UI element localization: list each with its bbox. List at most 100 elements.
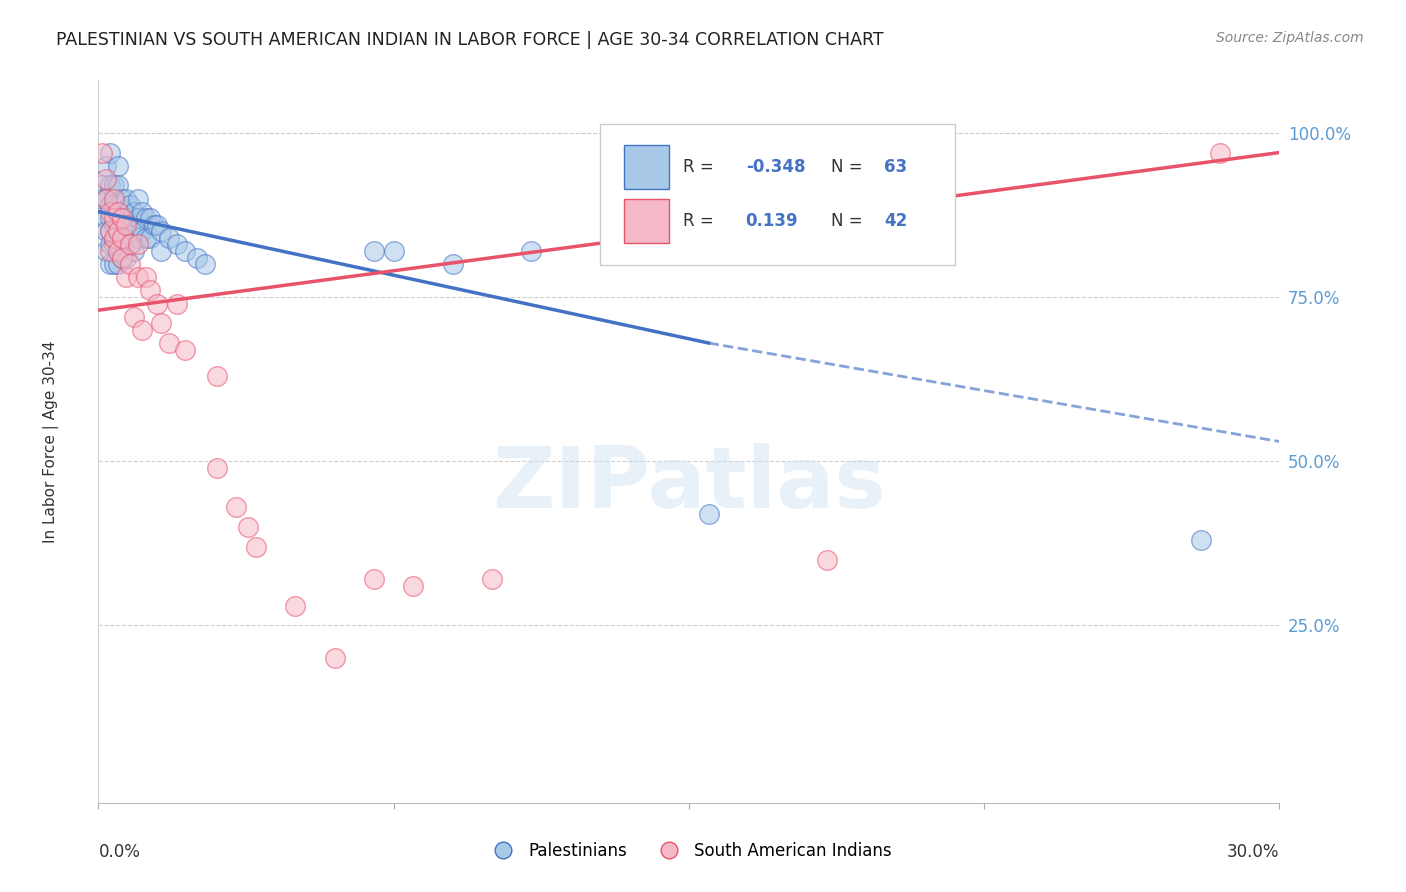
Point bbox=[115, 231, 138, 245]
Point bbox=[127, 237, 149, 252]
Point bbox=[107, 218, 129, 232]
Point bbox=[118, 198, 141, 212]
Text: 0.0%: 0.0% bbox=[98, 843, 141, 861]
Point bbox=[131, 323, 153, 337]
Point bbox=[135, 231, 157, 245]
Point bbox=[697, 507, 720, 521]
Point bbox=[1209, 145, 1232, 160]
Point bbox=[98, 224, 121, 238]
Text: 42: 42 bbox=[884, 212, 907, 230]
Point bbox=[91, 192, 114, 206]
Point bbox=[98, 237, 121, 252]
Point bbox=[166, 237, 188, 252]
Point bbox=[115, 211, 138, 226]
Point bbox=[127, 211, 149, 226]
Text: ZIPatlas: ZIPatlas bbox=[492, 443, 886, 526]
Point bbox=[98, 204, 121, 219]
Point bbox=[107, 204, 129, 219]
Text: Source: ZipAtlas.com: Source: ZipAtlas.com bbox=[1216, 31, 1364, 45]
Point bbox=[174, 244, 197, 258]
Text: 30.0%: 30.0% bbox=[1227, 843, 1279, 861]
Point bbox=[107, 237, 129, 252]
Point bbox=[186, 251, 208, 265]
Point bbox=[127, 192, 149, 206]
Point bbox=[96, 171, 118, 186]
Point bbox=[225, 500, 247, 515]
Point bbox=[150, 244, 173, 258]
Point bbox=[122, 244, 145, 258]
Point bbox=[382, 244, 405, 258]
Point bbox=[150, 316, 173, 330]
Point bbox=[91, 178, 114, 193]
Point bbox=[111, 231, 134, 245]
Point bbox=[138, 231, 160, 245]
Point bbox=[98, 198, 121, 212]
Point bbox=[122, 204, 145, 219]
Point bbox=[96, 192, 118, 206]
Point bbox=[245, 540, 267, 554]
Point bbox=[323, 651, 346, 665]
Point bbox=[107, 178, 129, 193]
Point bbox=[96, 224, 118, 238]
Text: N =: N = bbox=[831, 212, 868, 230]
Point bbox=[205, 368, 228, 383]
Point bbox=[111, 211, 134, 226]
Point bbox=[96, 192, 118, 206]
Point bbox=[115, 218, 138, 232]
Point bbox=[520, 244, 543, 258]
Point bbox=[111, 192, 134, 206]
Point bbox=[91, 145, 114, 160]
Point bbox=[111, 231, 134, 245]
Point bbox=[363, 244, 385, 258]
Point bbox=[107, 244, 129, 258]
Point bbox=[103, 211, 125, 226]
Point bbox=[138, 211, 160, 226]
Point bbox=[103, 192, 125, 206]
Point bbox=[284, 599, 307, 613]
Text: PALESTINIAN VS SOUTH AMERICAN INDIAN IN LABOR FORCE | AGE 30-34 CORRELATION CHAR: PALESTINIAN VS SOUTH AMERICAN INDIAN IN … bbox=[56, 31, 884, 49]
FancyBboxPatch shape bbox=[624, 145, 669, 189]
Point bbox=[138, 284, 160, 298]
Point bbox=[115, 270, 138, 285]
Point bbox=[98, 178, 121, 193]
Point bbox=[131, 224, 153, 238]
Point bbox=[103, 237, 125, 252]
Point bbox=[96, 244, 118, 258]
Text: R =: R = bbox=[683, 158, 718, 176]
Point bbox=[127, 270, 149, 285]
Point bbox=[107, 224, 129, 238]
Text: In Labor Force | Age 30-34: In Labor Force | Age 30-34 bbox=[44, 340, 59, 543]
Point bbox=[96, 159, 118, 173]
Point bbox=[815, 553, 838, 567]
Point bbox=[174, 343, 197, 357]
Point bbox=[481, 573, 503, 587]
Text: R =: R = bbox=[683, 212, 724, 230]
Point bbox=[111, 211, 134, 226]
Point bbox=[96, 211, 118, 226]
Point bbox=[115, 192, 138, 206]
Point bbox=[118, 237, 141, 252]
Text: 0.139: 0.139 bbox=[745, 212, 799, 230]
Point bbox=[146, 296, 169, 310]
Point bbox=[103, 198, 125, 212]
Point bbox=[236, 520, 259, 534]
Point bbox=[98, 211, 121, 226]
Point bbox=[118, 237, 141, 252]
Point bbox=[98, 244, 121, 258]
Point bbox=[107, 198, 129, 212]
Point bbox=[103, 178, 125, 193]
Point bbox=[98, 224, 121, 238]
Point bbox=[194, 257, 217, 271]
Point bbox=[115, 251, 138, 265]
Point bbox=[122, 224, 145, 238]
FancyBboxPatch shape bbox=[624, 200, 669, 243]
Point bbox=[98, 145, 121, 160]
Text: 63: 63 bbox=[884, 158, 907, 176]
Text: N =: N = bbox=[831, 158, 868, 176]
Point bbox=[150, 224, 173, 238]
Point bbox=[131, 204, 153, 219]
Legend: Palestinians, South American Indians: Palestinians, South American Indians bbox=[479, 836, 898, 867]
Point bbox=[111, 251, 134, 265]
Point bbox=[118, 218, 141, 232]
Point bbox=[135, 270, 157, 285]
